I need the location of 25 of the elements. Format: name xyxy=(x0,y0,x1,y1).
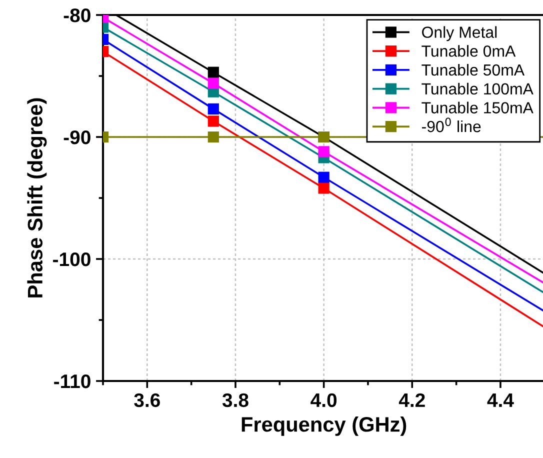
point xyxy=(318,172,330,183)
point xyxy=(208,116,219,127)
legend-label: Tunable 150mA xyxy=(422,102,534,114)
y-tick-label: -80 xyxy=(64,8,90,22)
y-axis-title: Phase Shift (degree) xyxy=(27,98,47,298)
point xyxy=(208,78,219,89)
legend-label: Tunable 100mA xyxy=(422,82,534,95)
point xyxy=(318,182,330,194)
x-tick-label: 3.6 xyxy=(134,393,160,408)
legend-label: Tunable 0mA xyxy=(422,45,516,57)
x-tick-label: 3.8 xyxy=(222,393,248,408)
y-tick-label: -110 xyxy=(54,374,90,388)
point xyxy=(208,131,219,143)
point xyxy=(318,146,330,158)
x-tick-label: 4.0 xyxy=(310,393,337,408)
legend-label: -90$^{0}$ line xyxy=(422,118,481,132)
legend-label: Tunable 50mA xyxy=(422,64,525,76)
x-axis-title: Frequency (GHz) xyxy=(242,416,406,436)
point xyxy=(208,103,219,114)
x-tick-label: 4.4 xyxy=(487,394,514,407)
y-tick-label: -90 xyxy=(64,130,90,144)
point xyxy=(208,66,219,78)
x-tick-label: 4.2 xyxy=(398,393,425,407)
legend-label: Only Metal xyxy=(422,26,497,42)
y-tick-label: -100 xyxy=(53,252,90,266)
